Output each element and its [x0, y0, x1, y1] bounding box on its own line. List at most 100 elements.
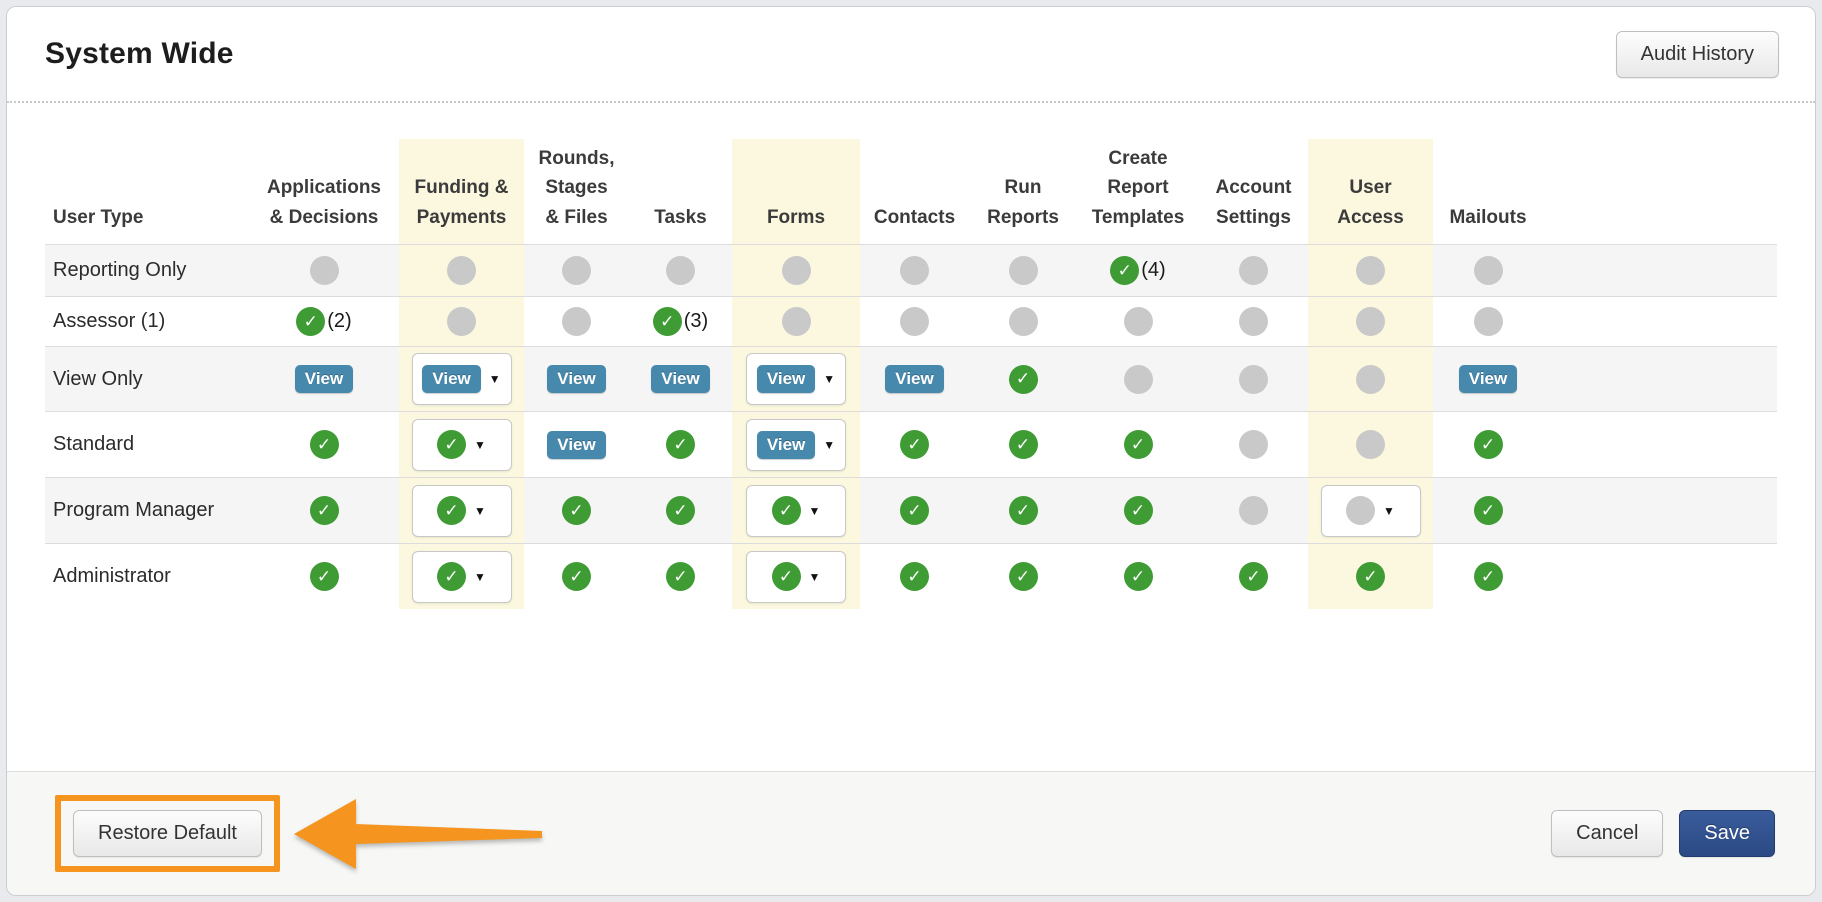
permission-granted-icon[interactable]: ✓	[437, 430, 467, 459]
permission-granted-icon[interactable]: ✓	[771, 562, 801, 591]
permission-disabled-icon[interactable]	[1473, 256, 1503, 285]
permission-granted-icon[interactable]: ✓	[1473, 496, 1503, 525]
permission-granted-icon[interactable]: ✓	[437, 562, 467, 591]
cell-assessor-run-reports	[969, 297, 1077, 346]
cell-administrator-mailouts: ✓	[1433, 544, 1543, 609]
permission-granted-icon[interactable]: ✓	[562, 562, 591, 591]
cell-assessor-applications-decisions: ✓ (2)	[249, 297, 399, 346]
permission-disabled-icon[interactable]	[900, 256, 929, 285]
permission-disabled-icon[interactable]	[1346, 496, 1376, 525]
cell-administrator-forms: ✓ ▼	[732, 544, 860, 609]
permission-disabled-icon[interactable]	[1239, 256, 1268, 285]
permission-granted-icon[interactable]: ✓	[900, 430, 929, 459]
permission-disabled-icon[interactable]	[1356, 256, 1385, 285]
permission-select[interactable]: View ▼	[746, 418, 846, 471]
permission-granted-icon[interactable]: ✓	[309, 430, 339, 459]
column-header-funding-payments: Funding & Payments	[399, 139, 524, 244]
user-type-label-program-manager: Program Manager	[53, 499, 215, 521]
chevron-down-icon: ▼	[823, 437, 836, 452]
cell-reporting-only-forms	[732, 245, 860, 296]
permission-disabled-icon[interactable]	[1123, 364, 1153, 394]
permission-granted-icon[interactable]: ✓	[1473, 430, 1503, 459]
permission-granted-icon[interactable]: ✓	[1123, 562, 1153, 591]
permission-disabled-icon[interactable]	[1356, 364, 1385, 394]
permission-disabled-icon[interactable]	[447, 307, 476, 336]
view-permission-badge[interactable]: View	[294, 365, 354, 393]
permission-granted-icon[interactable]: ✓	[666, 496, 695, 525]
cancel-button[interactable]: Cancel	[1551, 810, 1664, 857]
permission-granted-icon[interactable]: ✓	[666, 430, 695, 459]
permission-disabled-icon[interactable]	[1239, 496, 1268, 525]
permission-disabled-icon[interactable]	[447, 256, 476, 285]
permission-granted-icon[interactable]: ✓	[1123, 496, 1153, 525]
permission-disabled-icon[interactable]	[900, 307, 929, 336]
cell-assessor-mailouts	[1433, 297, 1543, 346]
permission-granted-icon[interactable]: ✓	[1008, 496, 1038, 525]
annotation-arrow-icon	[293, 798, 542, 869]
view-permission-badge[interactable]: View	[885, 365, 944, 393]
permission-granted-icon[interactable]: ✓	[1008, 364, 1038, 394]
permission-granted-icon[interactable]: ✓	[1008, 430, 1038, 459]
permission-disabled-icon[interactable]	[309, 256, 339, 285]
permission-disabled-icon[interactable]	[1008, 307, 1038, 336]
column-header-rounds-stages-files: Rounds, Stages & Files	[538, 147, 615, 228]
permission-disabled-icon[interactable]	[1356, 307, 1385, 336]
audit-history-button[interactable]: Audit History	[1615, 30, 1779, 78]
permission-disabled-icon[interactable]	[1239, 430, 1268, 459]
view-permission-badge[interactable]: View	[756, 430, 816, 459]
permission-granted-icon[interactable]: ✓	[296, 307, 326, 336]
permission-disabled-icon[interactable]	[666, 256, 695, 285]
cell-reporting-only-applications-decisions	[249, 245, 399, 296]
permission-disabled-icon[interactable]	[781, 307, 811, 336]
permission-disabled-icon[interactable]	[1123, 307, 1153, 336]
permission-granted-icon[interactable]: ✓	[309, 496, 339, 525]
permission-disabled-icon[interactable]	[1239, 364, 1268, 394]
cell-reporting-only-funding-payments	[399, 245, 524, 296]
permission-disabled-icon[interactable]	[1008, 256, 1038, 285]
view-permission-badge[interactable]: View	[756, 365, 816, 393]
restore-default-button[interactable]: Restore Default	[73, 810, 262, 857]
permission-select[interactable]: ▼	[1320, 484, 1421, 537]
view-permission-badge[interactable]: View	[547, 430, 606, 459]
permission-disabled-icon[interactable]	[562, 256, 591, 285]
cell-assessor-contacts	[860, 297, 969, 346]
permission-granted-icon[interactable]: ✓	[1473, 562, 1503, 591]
permission-select[interactable]: ✓ ▼	[411, 550, 512, 603]
permission-disabled-icon[interactable]	[1239, 307, 1268, 336]
permission-granted-icon[interactable]: ✓	[562, 496, 591, 525]
cell-standard-run-reports: ✓	[969, 412, 1077, 477]
view-permission-badge[interactable]: View	[547, 365, 606, 393]
permission-granted-icon[interactable]: ✓	[1008, 562, 1038, 591]
permission-disabled-icon[interactable]	[562, 307, 591, 336]
permission-granted-icon[interactable]: ✓	[309, 562, 339, 591]
cell-administrator-run-reports: ✓	[969, 544, 1077, 609]
permission-disabled-icon[interactable]	[781, 256, 811, 285]
permission-granted-icon[interactable]: ✓	[771, 496, 801, 525]
cell-view-only-forms: View ▼	[732, 347, 860, 411]
permission-select[interactable]: ✓ ▼	[746, 484, 846, 537]
permission-granted-icon[interactable]: ✓	[1356, 562, 1385, 591]
permission-granted-icon[interactable]: ✓	[1239, 562, 1268, 591]
cell-view-only-create-report-templates	[1077, 347, 1199, 411]
permission-granted-icon[interactable]: ✓	[900, 562, 929, 591]
permission-select[interactable]: ✓ ▼	[746, 550, 846, 603]
view-permission-badge[interactable]: View	[422, 365, 481, 393]
permission-select[interactable]: ✓ ▼	[411, 484, 512, 537]
permission-granted-icon[interactable]: ✓	[437, 496, 467, 525]
view-permission-badge[interactable]: View	[1458, 365, 1518, 393]
footer-actions: Cancel Save	[1551, 810, 1775, 857]
column-header-account-settings: Account Settings	[1215, 177, 1292, 228]
permission-granted-icon[interactable]: ✓	[1110, 256, 1140, 285]
permission-granted-icon[interactable]: ✓	[900, 496, 929, 525]
permission-select[interactable]: ✓ ▼	[411, 418, 512, 471]
permission-disabled-icon[interactable]	[1473, 307, 1503, 336]
save-button[interactable]: Save	[1679, 810, 1775, 857]
chevron-down-icon: ▼	[808, 503, 821, 518]
permission-granted-icon[interactable]: ✓	[1123, 430, 1153, 459]
view-permission-badge[interactable]: View	[651, 365, 710, 393]
permission-select[interactable]: View ▼	[746, 353, 846, 405]
permission-granted-icon[interactable]: ✓	[652, 307, 682, 336]
permission-disabled-icon[interactable]	[1356, 430, 1385, 459]
permission-select[interactable]: View ▼	[411, 353, 512, 405]
permission-granted-icon[interactable]: ✓	[666, 562, 695, 591]
